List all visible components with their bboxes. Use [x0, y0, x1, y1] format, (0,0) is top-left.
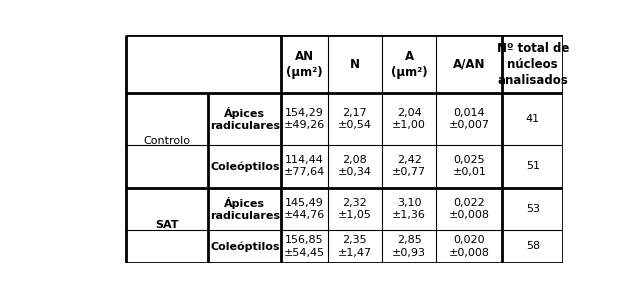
Text: 0,022
±0,008: 0,022 ±0,008: [449, 198, 490, 220]
Text: 114,44
±77,64: 114,44 ±77,64: [284, 155, 325, 178]
Text: 51: 51: [526, 161, 540, 171]
Text: 145,49
±44,76: 145,49 ±44,76: [284, 198, 325, 220]
Text: 58: 58: [526, 241, 540, 251]
Text: 0,025
±0,01: 0,025 ±0,01: [453, 155, 486, 178]
Text: A/AN: A/AN: [453, 58, 486, 71]
Text: 53: 53: [526, 204, 540, 214]
Text: 2,35
±1,47: 2,35 ±1,47: [338, 235, 372, 258]
Text: 2,85
±0,93: 2,85 ±0,93: [392, 235, 426, 258]
Text: 2,08
±0,34: 2,08 ±0,34: [338, 155, 372, 178]
Text: 2,17
±0,54: 2,17 ±0,54: [338, 108, 372, 130]
Text: Nº total de
núcleos
analisados: Nº total de núcleos analisados: [496, 42, 569, 87]
Text: 154,29
±49,26: 154,29 ±49,26: [284, 108, 325, 130]
Text: 156,85
±54,45: 156,85 ±54,45: [284, 235, 325, 258]
Text: Ápices
radiculares: Ápices radiculares: [210, 197, 280, 221]
Text: Controlo: Controlo: [144, 135, 191, 145]
Text: 3,10
±1,36: 3,10 ±1,36: [393, 198, 426, 220]
Text: 2,04
±1,00: 2,04 ±1,00: [393, 108, 426, 130]
Text: SAT: SAT: [156, 220, 179, 230]
Text: A
(μm²): A (μm²): [391, 50, 428, 79]
Text: 41: 41: [526, 114, 540, 124]
Text: 0,020
±0,008: 0,020 ±0,008: [449, 235, 490, 258]
Text: 2,32
±1,05: 2,32 ±1,05: [338, 198, 372, 220]
Text: Ápices
radiculares: Ápices radiculares: [210, 107, 280, 131]
Text: AN
(μm²): AN (μm²): [286, 50, 323, 79]
Text: N: N: [350, 58, 360, 71]
Text: Coleóptilos: Coleóptilos: [210, 241, 280, 252]
Text: Coleóptilos: Coleóptilos: [210, 161, 280, 172]
Text: 0,014
±0,007: 0,014 ±0,007: [449, 108, 490, 130]
Text: 2,42
±0,77: 2,42 ±0,77: [392, 155, 426, 178]
